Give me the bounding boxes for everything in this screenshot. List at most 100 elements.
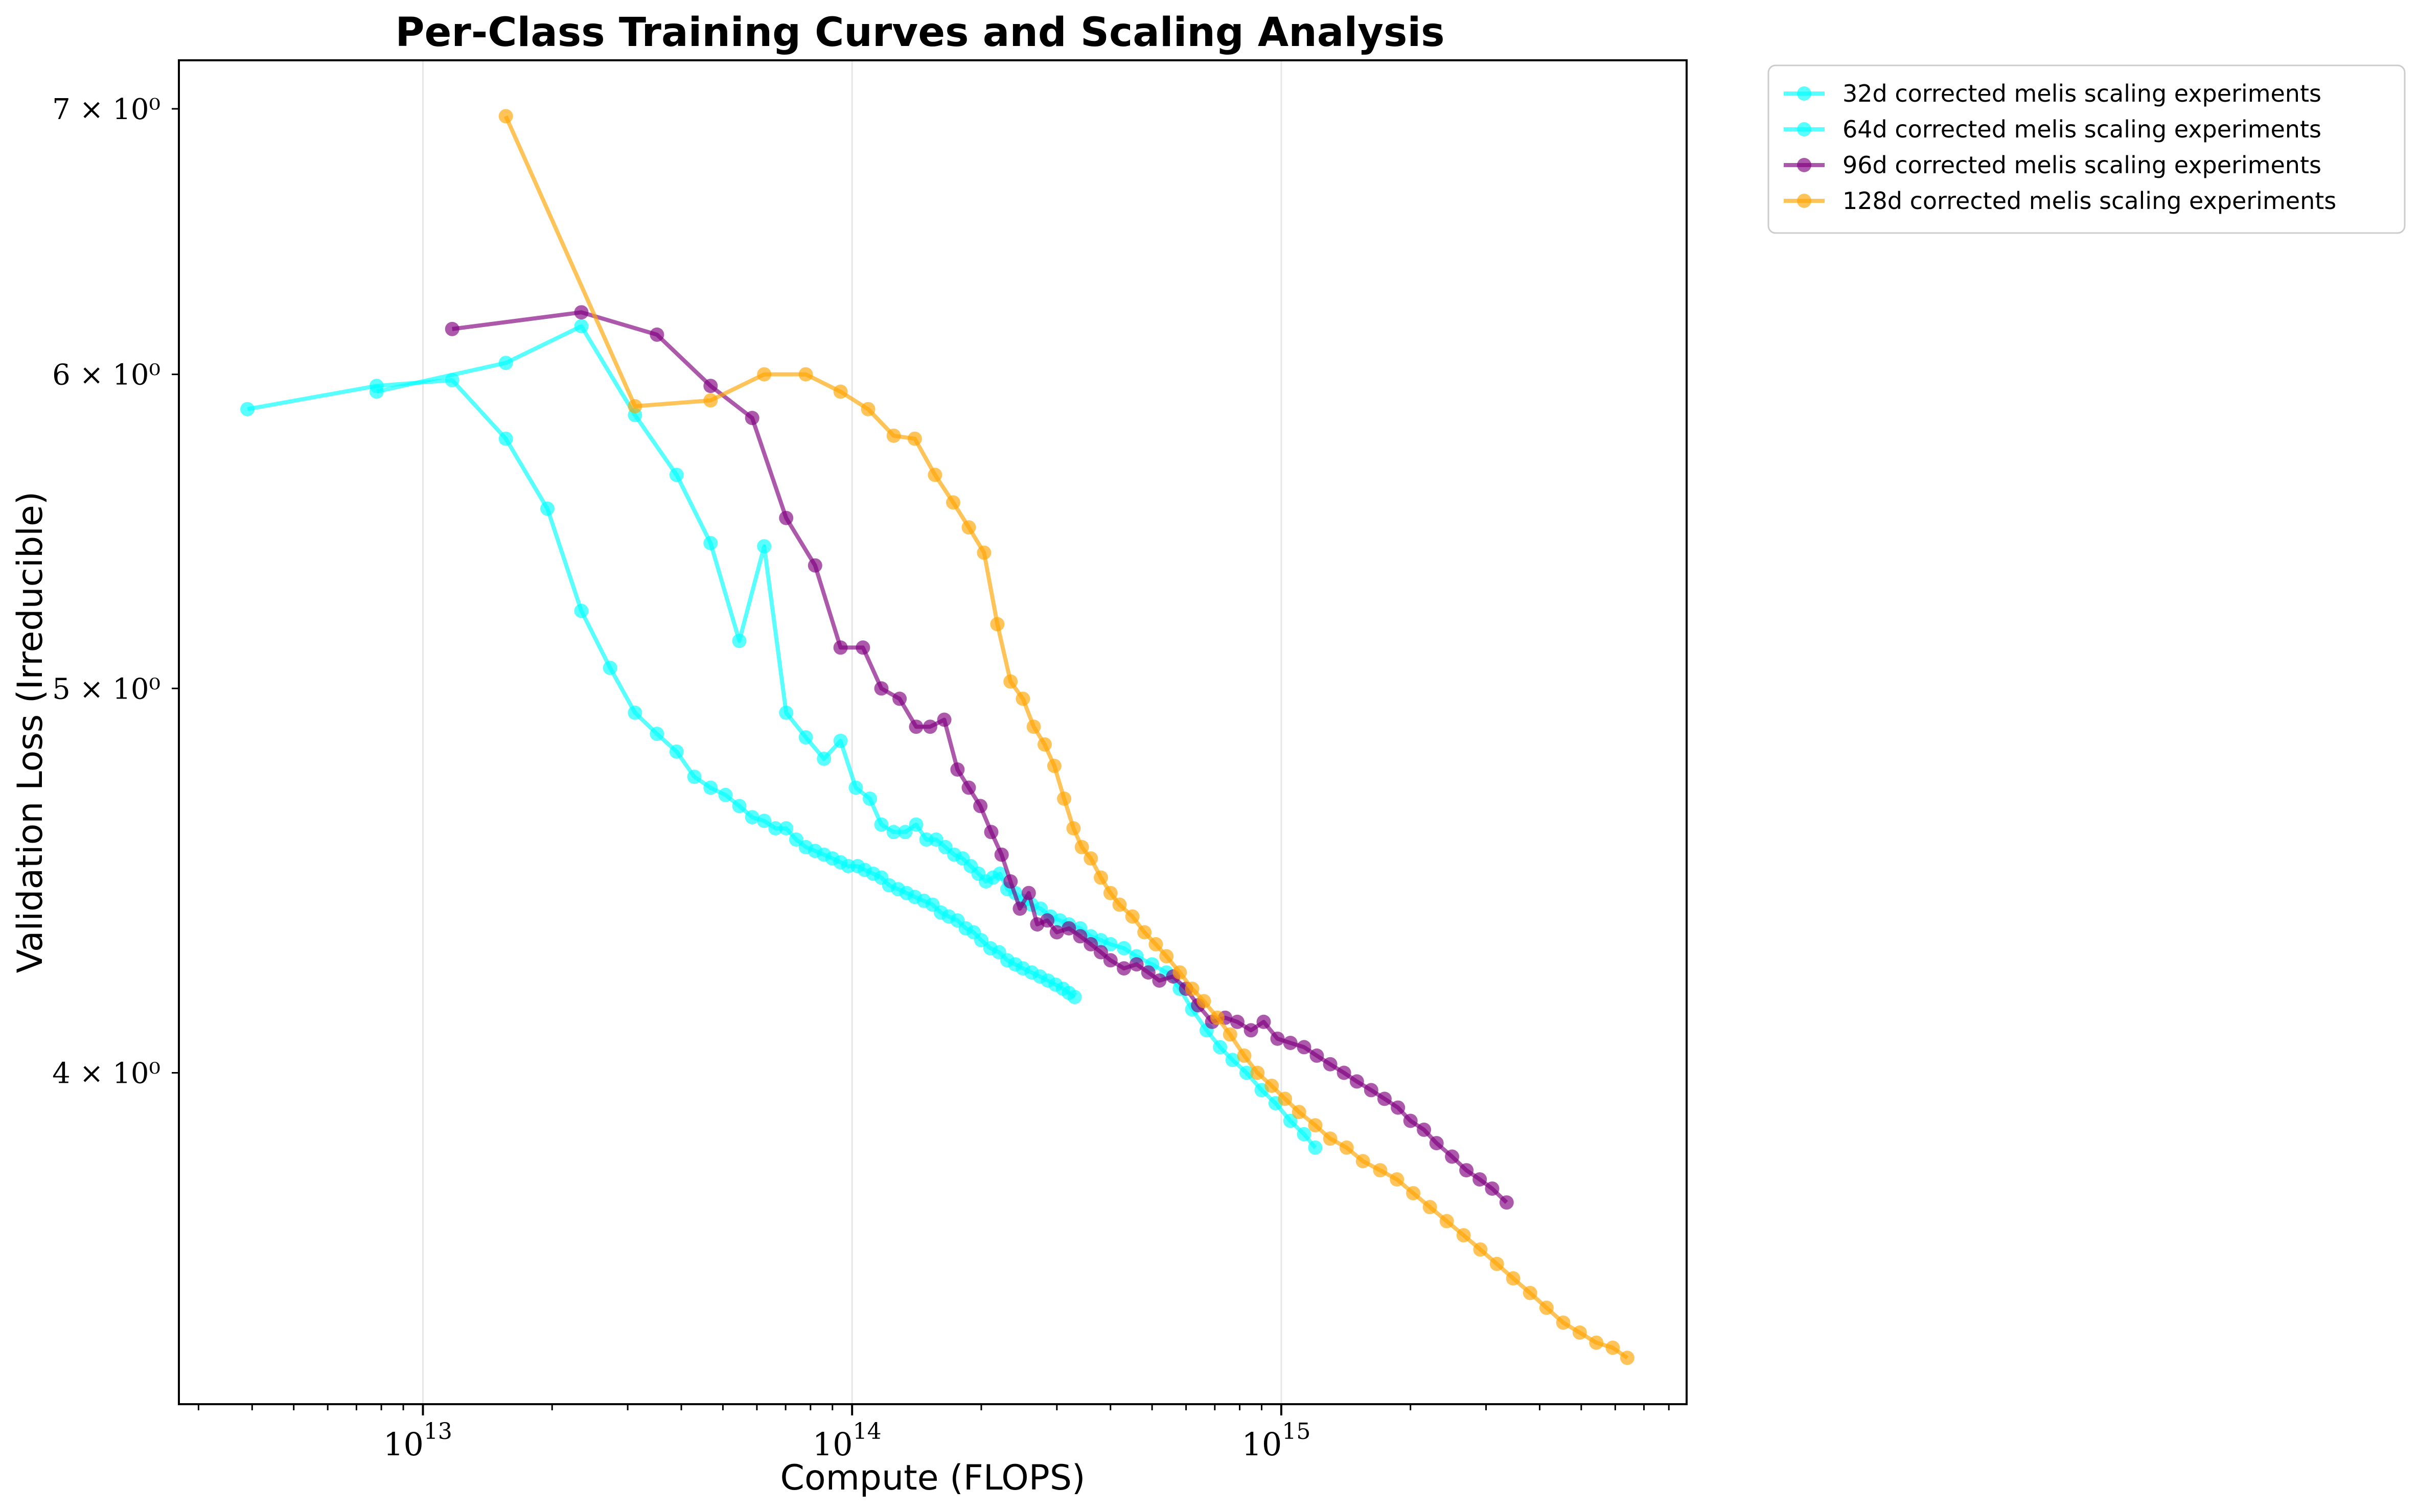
data-point	[1297, 1040, 1311, 1055]
data-point	[498, 431, 513, 446]
data-point	[984, 825, 999, 840]
x-axis-label: Compute (FLOPS)	[780, 1458, 1085, 1498]
data-point	[1264, 1078, 1279, 1093]
data-point	[1117, 961, 1132, 976]
chart-title: Per-Class Training Curves and Scaling An…	[395, 10, 1444, 56]
data-point	[1323, 1057, 1338, 1072]
data-point	[1506, 1271, 1521, 1286]
legend-entry: 32d corrected melis scaling experiments	[1784, 80, 2321, 107]
data-point	[1472, 1172, 1487, 1187]
data-point	[1390, 1172, 1404, 1187]
data-point	[898, 825, 913, 840]
legend-label: 64d corrected melis scaling experiments	[1843, 115, 2321, 143]
data-point	[993, 866, 1007, 881]
data-point	[1003, 874, 1018, 889]
data-point	[1417, 1122, 1432, 1137]
data-point	[1373, 1163, 1388, 1178]
data-point	[1159, 949, 1174, 964]
data-point	[1456, 1228, 1471, 1243]
data-point	[798, 730, 813, 745]
data-point	[909, 719, 924, 734]
data-point	[1237, 1048, 1252, 1063]
data-point	[369, 384, 384, 399]
data-point	[732, 634, 747, 648]
data-point	[1021, 886, 1036, 900]
legend-marker	[1797, 86, 1811, 101]
data-point	[498, 109, 513, 124]
data-point	[628, 705, 642, 720]
data-point	[1026, 719, 1041, 734]
data-point	[703, 780, 718, 795]
data-point	[833, 640, 848, 655]
data-point	[732, 799, 747, 813]
data-point	[445, 321, 459, 336]
data-point	[669, 468, 684, 482]
legend-entry: 64d corrected melis scaling experiments	[1784, 115, 2321, 143]
data-point	[1339, 1140, 1354, 1155]
data-point	[1033, 901, 1048, 916]
data-point	[1589, 1335, 1604, 1350]
data-point	[574, 319, 589, 334]
data-point	[540, 501, 555, 516]
data-point	[1103, 937, 1118, 951]
data-point	[946, 495, 960, 510]
data-point	[874, 681, 889, 696]
data-point	[1172, 965, 1187, 980]
x-ticks: 1013 1014 1015	[197, 1404, 1670, 1463]
data-point	[669, 744, 684, 759]
data-point	[1223, 1027, 1237, 1042]
legend: 32d corrected melis scaling experiments 6…	[1767, 64, 2406, 234]
y-tick-label: 7 × 10⁰	[52, 93, 160, 126]
data-point	[1012, 901, 1027, 916]
data-point	[928, 468, 942, 482]
data-point	[808, 558, 822, 573]
data-point	[1103, 953, 1118, 968]
data-point	[1038, 737, 1052, 752]
data-point	[892, 691, 907, 706]
series-2	[369, 319, 1323, 1155]
data-point	[757, 367, 772, 382]
data-point	[1084, 851, 1098, 866]
data-point	[907, 431, 922, 446]
data-point	[1040, 913, 1055, 928]
data-point	[950, 762, 965, 777]
data-point	[994, 847, 1009, 862]
data-point	[650, 727, 664, 741]
data-point	[1445, 1149, 1460, 1164]
data-point	[1278, 1091, 1293, 1106]
data-point	[703, 393, 718, 408]
data-point	[1485, 1181, 1500, 1196]
data-point	[1308, 1118, 1323, 1133]
data-point	[990, 617, 1005, 632]
plot-frame	[178, 59, 1688, 1405]
data-point	[745, 810, 759, 825]
data-point	[798, 367, 813, 382]
data-point	[757, 813, 772, 828]
data-point	[1403, 1113, 1418, 1128]
data-point	[961, 780, 976, 795]
data-point	[863, 792, 877, 806]
y-tick-label: 5 × 10⁰	[52, 672, 160, 706]
data-point	[1073, 929, 1088, 944]
legend-marker	[1797, 194, 1811, 208]
data-point	[1572, 1325, 1587, 1340]
data-point	[1459, 1163, 1474, 1178]
series-4	[498, 109, 1634, 1365]
grid	[422, 60, 1282, 1404]
y-tick-label: 4 × 10⁰	[52, 1057, 160, 1090]
data-point	[1439, 1214, 1454, 1228]
data-point	[856, 640, 870, 655]
data-point	[1148, 937, 1163, 951]
data-point	[1137, 925, 1152, 940]
data-point	[1094, 870, 1108, 885]
data-point	[1049, 925, 1064, 940]
x-tick-label: 1014	[813, 1418, 882, 1463]
data-point	[1117, 941, 1132, 956]
data-point	[1539, 1300, 1554, 1315]
data-point	[961, 520, 976, 535]
data-point	[1230, 1014, 1245, 1029]
data-point	[886, 825, 901, 840]
x-tick-label: 1013	[383, 1418, 452, 1463]
data-point	[977, 545, 992, 560]
data-point	[1323, 1131, 1338, 1146]
